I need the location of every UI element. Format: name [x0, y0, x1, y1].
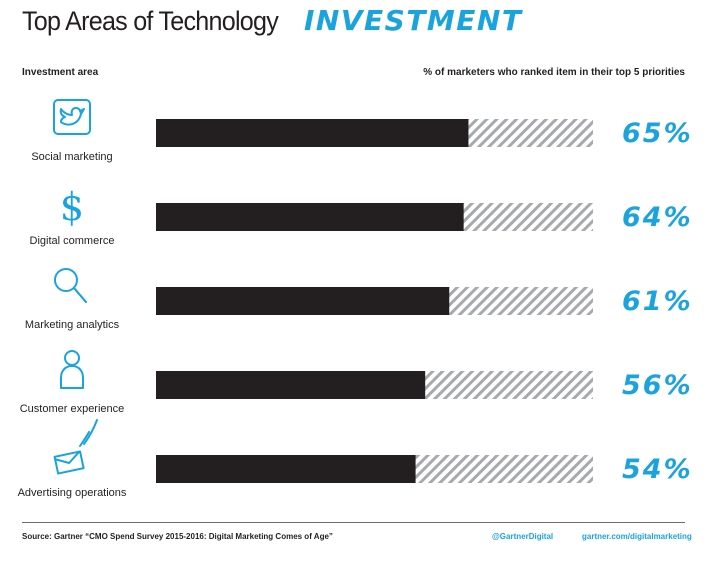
twitter-handle-link[interactable]: @GartnerDigital: [492, 532, 554, 541]
person-icon: [60, 350, 84, 389]
x-axis-heading: % of marketers who ranked item in their …: [423, 67, 685, 78]
bar: [156, 287, 450, 315]
envelope-icon: [53, 419, 98, 475]
bar: [156, 371, 426, 399]
footer-divider: [22, 522, 685, 523]
chart-row: Customer experience 56%: [20, 350, 693, 415]
category-label: Social marketing: [31, 151, 112, 163]
title-main-text: Top Areas of Technology: [22, 6, 279, 36]
twitter-bird-icon: [53, 99, 91, 135]
bar: [156, 119, 469, 147]
chart-row: Marketing analytics 61%: [25, 268, 693, 331]
category-label: Digital commerce: [30, 235, 115, 247]
category-label: Advertising operations: [18, 487, 127, 499]
value-label: 65%: [622, 118, 693, 149]
value-label: 61%: [622, 286, 693, 317]
website-link[interactable]: gartner.com/digitalmarketing: [582, 532, 692, 541]
category-label: Marketing analytics: [25, 319, 120, 331]
value-label: 54%: [622, 454, 693, 485]
value-label: 56%: [622, 370, 693, 401]
chart-title: Top Areas of Technology INVESTMENT: [22, 4, 521, 37]
title-accent-text: INVESTMENT: [304, 4, 523, 37]
chart-row: Social marketing 65%: [31, 99, 693, 163]
bar: [156, 455, 416, 483]
magnifying-glass-icon: [54, 268, 87, 303]
svg-text:$: $: [60, 185, 84, 229]
bar: [156, 203, 464, 231]
chart-row: $ Digital commerce 64%: [30, 185, 693, 247]
value-label: 64%: [622, 202, 693, 233]
dollar-sign-icon: $: [60, 185, 84, 229]
y-axis-heading: Investment area: [22, 67, 99, 78]
category-label: Customer experience: [20, 403, 125, 415]
bar-chart: Social marketing 65% $ Digital commerce 64% M…: [18, 99, 693, 499]
source-note: Source: Gartner “CMO Spend Survey 2015-2…: [22, 532, 333, 541]
chart-row: Advertising operations 54%: [18, 419, 693, 499]
